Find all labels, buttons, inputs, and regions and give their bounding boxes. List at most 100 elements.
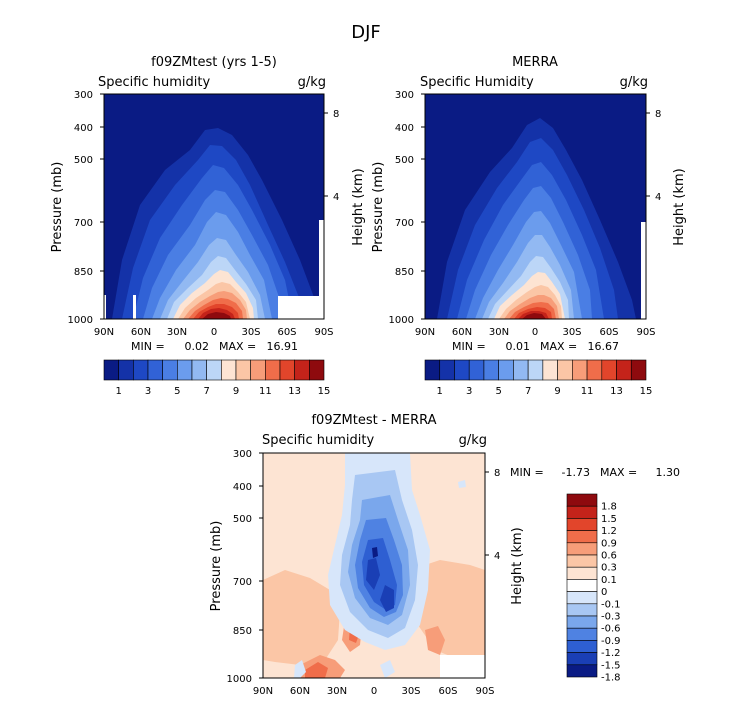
panel-left-min-label: MIN = (131, 340, 165, 353)
tick-label: 60N (452, 327, 472, 338)
colorbar-label: 5 (495, 386, 501, 397)
panel-left-max-value: 16.91 (267, 340, 299, 353)
panel-bottom-min-value: -1.73 (562, 466, 590, 479)
colorbar-swatch (566, 542, 598, 556)
colorbar-label: 1.2 (601, 526, 617, 537)
contour-fill (380, 660, 395, 678)
panel-right-title: MERRA (512, 55, 558, 70)
tick-label: 400 (233, 482, 252, 493)
y-axis-label: Pressure (mb) (50, 162, 65, 253)
panel-right: MERRA Specific Humidity g/kg 300 (371, 55, 687, 397)
colorbar-label: 13 (288, 386, 301, 397)
colorbar-swatch (498, 359, 514, 381)
colorbar-swatch (566, 530, 598, 544)
tick-label: 400 (395, 123, 414, 134)
tick-label: 500 (74, 155, 93, 166)
colorbar-right: 1 3 5 7 9 11 13 15 (424, 359, 653, 397)
colorbar-label: 1 (115, 386, 121, 397)
contour-fill (366, 558, 380, 590)
colorbar-swatch (191, 359, 207, 381)
tick-label: 700 (233, 577, 252, 588)
tick-label: 1000 (389, 315, 414, 326)
panel-right-units: g/kg (620, 75, 648, 90)
panel-right-frame (424, 93, 647, 320)
colorbar-label: 0 (601, 587, 607, 598)
colorbar-swatch (250, 359, 266, 381)
missing-data (278, 296, 324, 319)
panel-bottom-max-value: 1.30 (656, 466, 681, 479)
tick-label: 0 (532, 327, 538, 338)
colorbar-label: 15 (640, 386, 653, 397)
colorbar-swatch (566, 566, 598, 580)
colorbar-swatch (439, 359, 455, 381)
panel-bottom-field (263, 453, 485, 678)
colorbar-label: 7 (203, 386, 209, 397)
colorbar-swatch (566, 615, 598, 629)
panel-right-max-value: 16.67 (588, 340, 620, 353)
colorbar-label: -1.2 (601, 648, 621, 659)
colorbar-label: 11 (259, 386, 272, 397)
colorbar-label: -0.6 (601, 624, 621, 635)
colorbar-swatch (566, 518, 598, 531)
contour-fill (458, 480, 466, 488)
colorbar-swatch (513, 359, 529, 381)
colorbar-swatch (162, 359, 178, 381)
tick-label: 0 (211, 327, 217, 338)
tick-label: 8 (333, 109, 339, 120)
panel-left-units: g/kg (298, 75, 326, 90)
colorbar-swatch (566, 652, 598, 666)
panel-left-pressure-ticks: 300 400 500 700 850 1000 (68, 90, 104, 326)
colorbar-label: 1.8 (601, 502, 617, 513)
panel-bottom: f09ZMtest - MERRA Specific humidity g/kg (209, 413, 680, 697)
colorbar-label: 0.1 (601, 575, 617, 586)
tick-label: 500 (233, 514, 252, 525)
colorbar-swatch (566, 640, 598, 653)
colorbar-swatch (586, 359, 603, 381)
tick-label: 850 (395, 267, 414, 278)
tick-label: 30S (241, 327, 260, 338)
panel-bottom-height-ticks: 8 4 (485, 468, 500, 562)
colorbar-swatch (177, 359, 193, 381)
colorbar-label: 1.5 (601, 514, 617, 525)
tick-label: 500 (395, 155, 414, 166)
contour-fill (372, 547, 378, 558)
contour-fill (380, 585, 394, 612)
contour-fill (294, 660, 306, 678)
colorbar-label: 0.6 (601, 551, 617, 562)
colorbar-swatch (424, 359, 441, 381)
tick-label: 850 (74, 267, 93, 278)
panel-bottom-frame (262, 452, 486, 679)
panel-right-min-value: 0.01 (506, 340, 531, 353)
colorbar-swatch (566, 603, 598, 617)
tick-label: 8 (655, 109, 661, 120)
colorbar-label: 7 (525, 386, 531, 397)
panel-right-pressure-ticks: 300 400 500 700 850 1000 (389, 90, 425, 326)
tick-label: 90S (475, 686, 494, 697)
panel-left-max-label: MAX = (219, 340, 256, 353)
panel-left-field (104, 94, 324, 319)
y2-axis-label: Height (km) (510, 527, 525, 604)
colorbar-label: 11 (581, 386, 594, 397)
tick-label: 30N (167, 327, 187, 338)
colorbar-swatch (566, 493, 598, 507)
panel-right-lat-ticks: 90N 60N 30N 0 30S 60S 90S (415, 327, 656, 338)
colorbar-left: 1 3 5 7 9 11 13 15 (103, 359, 330, 397)
colorbar-swatch (483, 359, 499, 381)
panel-right-max-label: MAX = (540, 340, 577, 353)
tick-label: 30N (327, 686, 347, 697)
panel-right-min-label: MIN = (452, 340, 486, 353)
missing-data (641, 222, 646, 319)
tick-label: 700 (74, 218, 93, 229)
colorbar-swatch (118, 359, 134, 381)
colorbar-swatch (309, 359, 325, 381)
colorbar-swatch (294, 359, 310, 381)
colorbar-label: -0.9 (601, 636, 621, 647)
colorbar-swatch (601, 359, 617, 381)
panel-bottom-pressure-ticks: 300 400 500 700 850 1000 (227, 449, 263, 685)
panel-right-variable: Specific Humidity (420, 75, 534, 90)
colorbar-swatch (279, 359, 295, 381)
tick-label: 90N (94, 327, 114, 338)
colorbar-swatch (566, 591, 598, 605)
tick-label: 1000 (227, 674, 252, 685)
